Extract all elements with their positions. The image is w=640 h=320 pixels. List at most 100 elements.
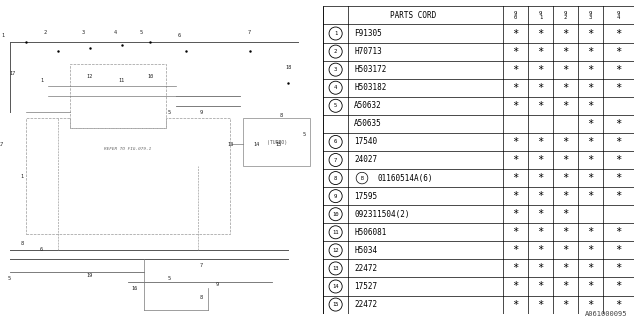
Text: 5: 5: [8, 276, 11, 281]
Text: (TURBO): (TURBO): [267, 140, 287, 145]
Text: *: *: [562, 137, 568, 147]
Text: 14: 14: [253, 141, 259, 147]
Text: *: *: [562, 209, 568, 219]
Text: *: *: [562, 47, 568, 57]
Text: 9
1: 9 1: [539, 11, 542, 20]
Text: *: *: [615, 282, 621, 292]
Text: 10: 10: [147, 74, 154, 79]
Text: 9: 9: [334, 194, 337, 199]
Text: 16: 16: [131, 285, 138, 291]
Text: 8: 8: [334, 176, 337, 180]
Text: 01160514A(6): 01160514A(6): [378, 173, 433, 183]
Text: 13: 13: [227, 141, 234, 147]
Text: *: *: [538, 191, 543, 201]
Text: *: *: [615, 119, 621, 129]
Text: 9
3: 9 3: [589, 11, 592, 20]
Text: *: *: [587, 227, 593, 237]
Text: A50635: A50635: [355, 119, 382, 128]
Text: *: *: [562, 173, 568, 183]
Text: *: *: [587, 83, 593, 93]
Text: *: *: [538, 263, 543, 273]
Text: 4: 4: [114, 29, 116, 35]
Text: 17: 17: [10, 71, 16, 76]
Text: *: *: [615, 65, 621, 75]
Text: *: *: [538, 173, 543, 183]
Text: *: *: [538, 137, 543, 147]
Text: 15: 15: [332, 302, 339, 307]
Text: *: *: [538, 282, 543, 292]
Text: 9
2: 9 2: [564, 11, 567, 20]
Text: *: *: [587, 155, 593, 165]
Text: 9
4: 9 4: [616, 11, 620, 20]
Text: 19: 19: [86, 273, 93, 278]
Text: *: *: [513, 28, 519, 38]
Text: H503182: H503182: [355, 83, 387, 92]
Text: *: *: [513, 227, 519, 237]
Text: *: *: [587, 119, 593, 129]
Text: 8: 8: [280, 113, 283, 118]
Text: *: *: [513, 245, 519, 255]
Text: 22472: 22472: [355, 300, 378, 309]
Text: 18: 18: [285, 65, 291, 70]
Text: A50632: A50632: [355, 101, 382, 110]
Text: *: *: [538, 28, 543, 38]
Text: *: *: [615, 191, 621, 201]
Text: 5: 5: [168, 109, 171, 115]
Text: 6: 6: [334, 140, 337, 144]
Text: 8: 8: [21, 241, 24, 246]
Text: 11: 11: [118, 77, 125, 83]
Text: *: *: [562, 191, 568, 201]
Text: *: *: [538, 300, 543, 309]
Text: H506081: H506081: [355, 228, 387, 237]
Text: 10: 10: [332, 212, 339, 217]
Text: 9: 9: [200, 109, 203, 115]
Text: 22472: 22472: [355, 264, 378, 273]
Text: *: *: [513, 263, 519, 273]
Text: PARTS CORD: PARTS CORD: [390, 11, 436, 20]
Text: 17527: 17527: [355, 282, 378, 291]
Text: 8: 8: [200, 295, 203, 300]
Text: *: *: [615, 155, 621, 165]
Text: 4: 4: [334, 85, 337, 90]
Text: REFER TO FIG.079-1: REFER TO FIG.079-1: [104, 147, 152, 151]
Text: *: *: [615, 245, 621, 255]
Text: 7: 7: [334, 157, 337, 163]
Text: 7: 7: [248, 29, 251, 35]
Text: 6: 6: [178, 33, 180, 38]
Text: *: *: [615, 28, 621, 38]
Text: *: *: [513, 300, 519, 309]
Text: *: *: [562, 155, 568, 165]
Text: 3: 3: [82, 29, 84, 35]
Text: *: *: [587, 173, 593, 183]
Text: *: *: [513, 191, 519, 201]
Text: *: *: [538, 245, 543, 255]
Text: *: *: [615, 263, 621, 273]
Text: *: *: [513, 101, 519, 111]
Text: *: *: [615, 137, 621, 147]
Text: 5: 5: [334, 103, 337, 108]
Text: *: *: [513, 173, 519, 183]
Text: *: *: [587, 300, 593, 309]
Text: *: *: [562, 28, 568, 38]
Text: 9
0: 9 0: [514, 11, 517, 20]
Text: *: *: [587, 65, 593, 75]
Text: 17595: 17595: [355, 192, 378, 201]
Text: *: *: [538, 65, 543, 75]
Text: *: *: [562, 282, 568, 292]
Text: *: *: [615, 47, 621, 57]
Text: 15: 15: [275, 141, 282, 147]
Text: 17540: 17540: [355, 137, 378, 147]
Text: B: B: [360, 176, 364, 180]
Text: H503172: H503172: [355, 65, 387, 74]
Text: *: *: [615, 83, 621, 93]
Text: *: *: [587, 191, 593, 201]
Text: 2: 2: [334, 49, 337, 54]
Text: 092311504(2): 092311504(2): [355, 210, 410, 219]
Text: *: *: [513, 65, 519, 75]
Text: H70713: H70713: [355, 47, 382, 56]
Text: 13: 13: [332, 266, 339, 271]
Text: 12: 12: [86, 74, 93, 79]
Text: *: *: [538, 47, 543, 57]
Text: *: *: [587, 282, 593, 292]
Text: *: *: [538, 209, 543, 219]
